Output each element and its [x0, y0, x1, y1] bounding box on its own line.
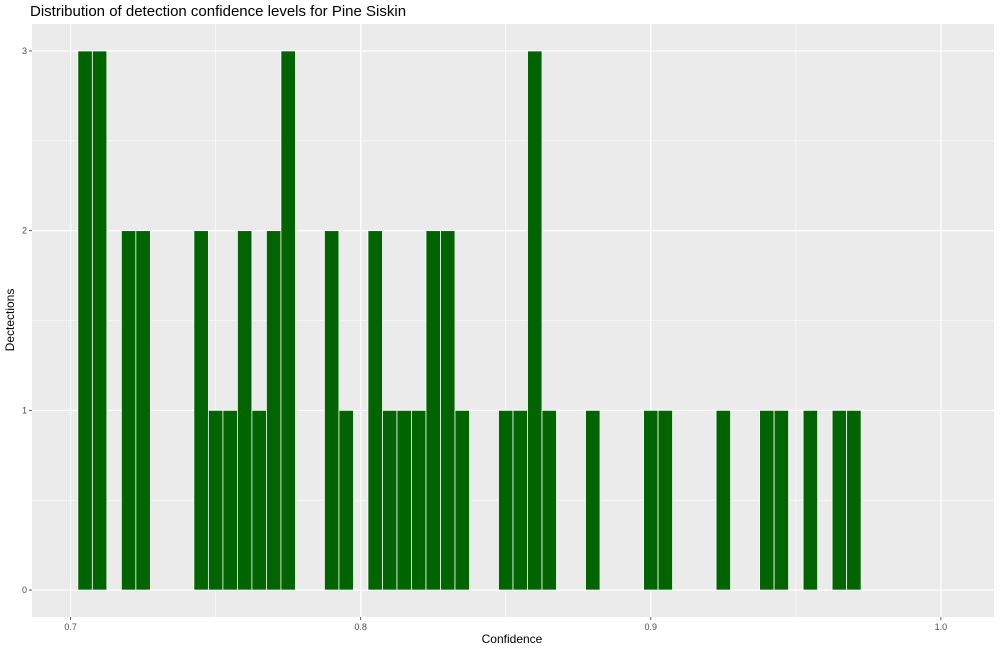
- x-axis-ticks: 0.7 0.8 0.9 1.0: [64, 617, 947, 632]
- histogram-bar: [512, 409, 528, 591]
- chart-title: Distribution of detection confidence lev…: [30, 3, 406, 20]
- histogram-bar: [266, 230, 282, 591]
- bars: [77, 50, 862, 591]
- histogram-bar: [440, 230, 456, 591]
- histogram-bar: [382, 409, 398, 591]
- histogram-bar: [846, 409, 862, 591]
- histogram-bar: [338, 409, 354, 591]
- histogram-bar: [236, 230, 253, 591]
- y-tick-label: 1: [22, 405, 27, 415]
- histogram-bar: [77, 50, 93, 591]
- histogram-bar: [527, 50, 543, 591]
- histogram-bar: [585, 409, 601, 591]
- y-axis-ticks: 0 1 2 3: [22, 46, 32, 595]
- histogram-bar: [643, 409, 659, 591]
- y-tick-label: 0: [22, 585, 27, 595]
- x-tick-label: 0.7: [64, 622, 77, 632]
- histogram-bar: [367, 230, 383, 591]
- histogram-bar: [135, 230, 151, 591]
- histogram-bar: [324, 230, 340, 591]
- histogram-bar: [280, 50, 296, 591]
- histogram-bar: [425, 230, 441, 591]
- x-tick-label: 0.9: [645, 622, 658, 632]
- histogram-bar: [411, 409, 427, 591]
- x-tick-label: 1.0: [935, 622, 948, 632]
- histogram-bar: [541, 409, 557, 591]
- histogram-bar: [222, 409, 238, 591]
- histogram-bar: [193, 230, 209, 591]
- y-axis-title: Dectections: [3, 289, 17, 352]
- histogram-bar: [251, 409, 267, 591]
- histogram-bar: [498, 409, 514, 591]
- histogram-bar: [396, 409, 412, 591]
- histogram-bar: [120, 230, 137, 591]
- histogram-bar: [207, 409, 224, 591]
- y-tick-label: 3: [22, 46, 27, 56]
- x-tick-label: 0.8: [354, 622, 367, 632]
- histogram-bar: [657, 409, 673, 591]
- x-axis-title: Confidence: [482, 632, 543, 646]
- histogram-bar: [454, 409, 470, 591]
- histogram-bar: [759, 409, 775, 591]
- y-tick-label: 2: [22, 226, 27, 236]
- histogram-bar: [91, 50, 108, 591]
- histogram-bar: [831, 409, 848, 591]
- histogram-bar: [715, 409, 731, 591]
- histogram-bar: [773, 409, 790, 591]
- histogram-bar: [802, 409, 819, 591]
